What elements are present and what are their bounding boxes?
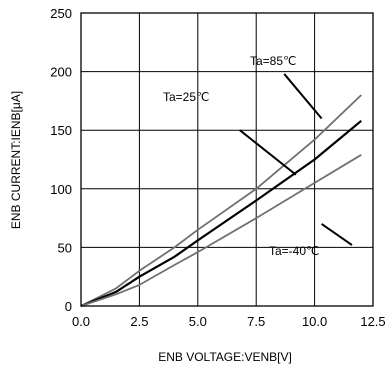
x-tick-label: 0.0 — [72, 314, 90, 329]
y-tick-label: 100 — [50, 182, 72, 197]
annotation-leaders — [239, 73, 353, 246]
x-tick-label: 2.5 — [130, 314, 148, 329]
x-tick-label: 5.0 — [189, 314, 207, 329]
annotation-ta25: Ta=25℃ — [163, 90, 210, 104]
x-tick-label: 7.5 — [247, 314, 265, 329]
annotation-ta85: Ta=85℃ — [250, 54, 297, 68]
y-tick-label: 150 — [50, 123, 72, 138]
series-group — [80, 94, 363, 308]
series-line-ta25 — [80, 119, 363, 308]
x-axis-title: ENB VOLTAGE:VENB[V] — [158, 350, 292, 364]
plot-frame — [80, 12, 374, 307]
grid — [81, 13, 373, 306]
y-tick-labels: 0 50 100 150 200 250 — [50, 6, 72, 314]
y-tick-label: 250 — [50, 6, 72, 21]
y-axis-title: ENB CURRENT:IENB[μA] — [9, 91, 23, 229]
x-tick-labels: 0.0 2.5 5.0 7.5 10.0 12.5 — [72, 314, 386, 329]
leader-ta25 — [239, 129, 297, 176]
annotation-ta-40: Ta=-40℃ — [269, 244, 320, 258]
y-tick-label: 200 — [50, 65, 72, 80]
series-line-ta-40 — [80, 154, 362, 307]
y-tick-label: 0 — [65, 299, 72, 314]
series-line-ta85 — [80, 94, 362, 307]
leader-ta85 — [283, 73, 323, 120]
y-tick-label: 50 — [58, 240, 72, 255]
leader-ta-40 — [321, 223, 353, 246]
x-tick-label: 12.5 — [360, 314, 385, 329]
x-tick-label: 10.0 — [302, 314, 327, 329]
